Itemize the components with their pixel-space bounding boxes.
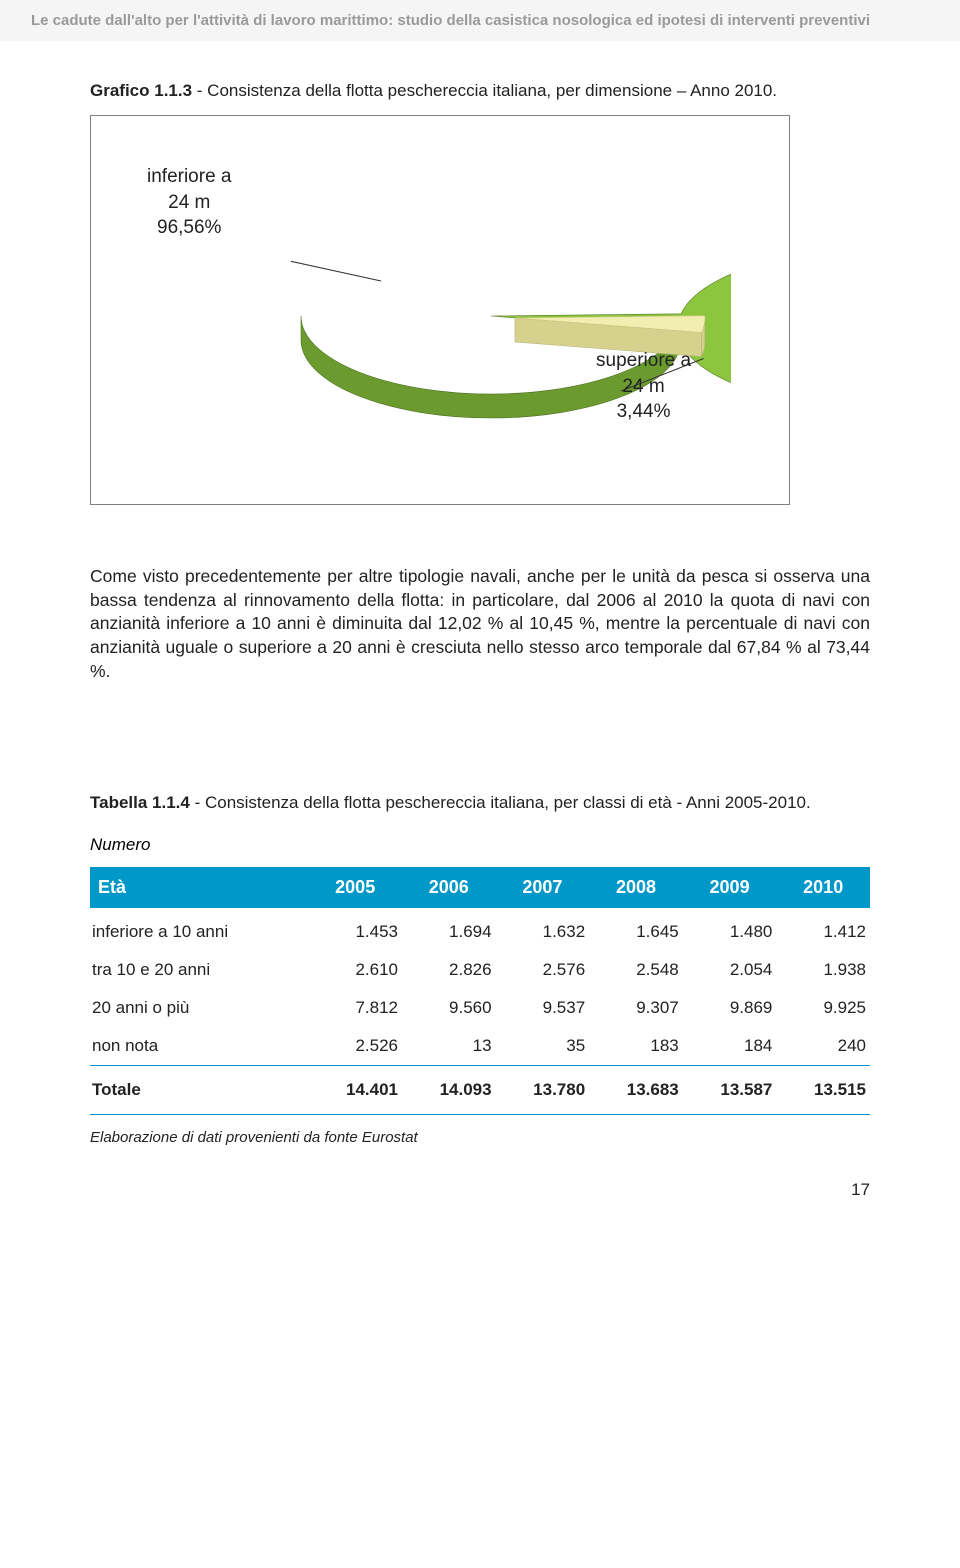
table-cell: 7.812 [308,989,402,1027]
header-title: Le cadute dall'alto per l'attività di la… [0,12,870,29]
page-number: 17 [90,1180,870,1200]
table-cell: 240 [776,1027,870,1066]
pie-label-right: superiore a 24 m 3,44% [596,348,691,425]
figure-caption-bold: Grafico 1.1.3 [90,81,192,100]
table-total-cell: Totale [90,1066,308,1115]
table-cell: 2.826 [402,951,496,989]
th-2: 2006 [402,867,496,908]
table-cell: 2.576 [496,951,590,989]
th-3: 2007 [496,867,590,908]
table-cell: 183 [589,1027,683,1066]
table-cell: 1.412 [776,908,870,951]
table-row: 20 anni o più7.8129.5609.5379.3079.8699.… [90,989,870,1027]
table-body: inferiore a 10 anni1.4531.6941.6321.6451… [90,908,870,1115]
table-cell: 1.694 [402,908,496,951]
table-cell: 1.632 [496,908,590,951]
table-cell: non nota [90,1027,308,1066]
table-cell: 1.480 [683,908,777,951]
table-cell: tra 10 e 20 anni [90,951,308,989]
table-row: non nota2.5261335183184240 [90,1027,870,1066]
table-cell: 1.938 [776,951,870,989]
table-cell: 2.054 [683,951,777,989]
table-row: inferiore a 10 anni1.4531.6941.6321.6451… [90,908,870,951]
pie-chart: inferiore a 24 m 96,56% superiore a 24 m… [90,115,790,505]
pie-label-left-3: 96,56% [157,217,221,238]
table-total-cell: 13.515 [776,1066,870,1115]
table-row: tra 10 e 20 anni2.6102.8262.5762.5482.05… [90,951,870,989]
th-6: 2010 [776,867,870,908]
table-total-cell: 13.587 [683,1066,777,1115]
pie-label-right-3: 3,44% [617,401,671,422]
th-4: 2008 [589,867,683,908]
table-total-cell: 14.401 [308,1066,402,1115]
table-cell: 9.537 [496,989,590,1027]
table-numero: Numero [90,835,870,855]
table-total-cell: 14.093 [402,1066,496,1115]
figure-caption-rest: - Consistenza della flotta peschereccia … [192,81,777,100]
th-0: Età [90,867,308,908]
data-table: Età 2005 2006 2007 2008 2009 2010 inferi… [90,867,870,1115]
figure-caption: Grafico 1.1.3 - Consistenza della flotta… [90,81,870,101]
table-cell: 35 [496,1027,590,1066]
table-source: Elaborazione di dati provenienti da font… [90,1129,870,1146]
pie-label-left: inferiore a 24 m 96,56% [147,164,232,241]
th-1: 2005 [308,867,402,908]
page-header: Le cadute dall'alto per l'attività di la… [0,0,960,41]
table-cell: inferiore a 10 anni [90,908,308,951]
table-caption: Tabella 1.1.4 - Consistenza della flotta… [90,793,870,813]
table-cell: 184 [683,1027,777,1066]
table-total-cell: 13.780 [496,1066,590,1115]
table-caption-rest: - Consistenza della flotta peschereccia … [190,793,811,812]
table-cell: 9.560 [402,989,496,1027]
table-cell: 2.526 [308,1027,402,1066]
table-cell: 9.869 [683,989,777,1027]
table-cell: 2.610 [308,951,402,989]
table-cell: 1.645 [589,908,683,951]
pie-label-left-2: 24 m [168,192,210,213]
table-cell: 20 anni o più [90,989,308,1027]
table-cell: 1.453 [308,908,402,951]
pie-label-left-1: inferiore a [147,166,232,187]
table-cell: 13 [402,1027,496,1066]
table-cell: 9.307 [589,989,683,1027]
pie-label-right-2: 24 m [622,376,664,397]
table-total-cell: 13.683 [589,1066,683,1115]
pie-label-right-1: superiore a [596,350,691,371]
table-header-row: Età 2005 2006 2007 2008 2009 2010 [90,867,870,908]
table-cell: 9.925 [776,989,870,1027]
table-cell: 2.548 [589,951,683,989]
body-paragraph: Come visto precedentemente per altre tip… [90,565,870,683]
table-caption-bold: Tabella 1.1.4 [90,793,190,812]
table-total-row: Totale14.40114.09313.78013.68313.58713.5… [90,1066,870,1115]
th-5: 2009 [683,867,777,908]
